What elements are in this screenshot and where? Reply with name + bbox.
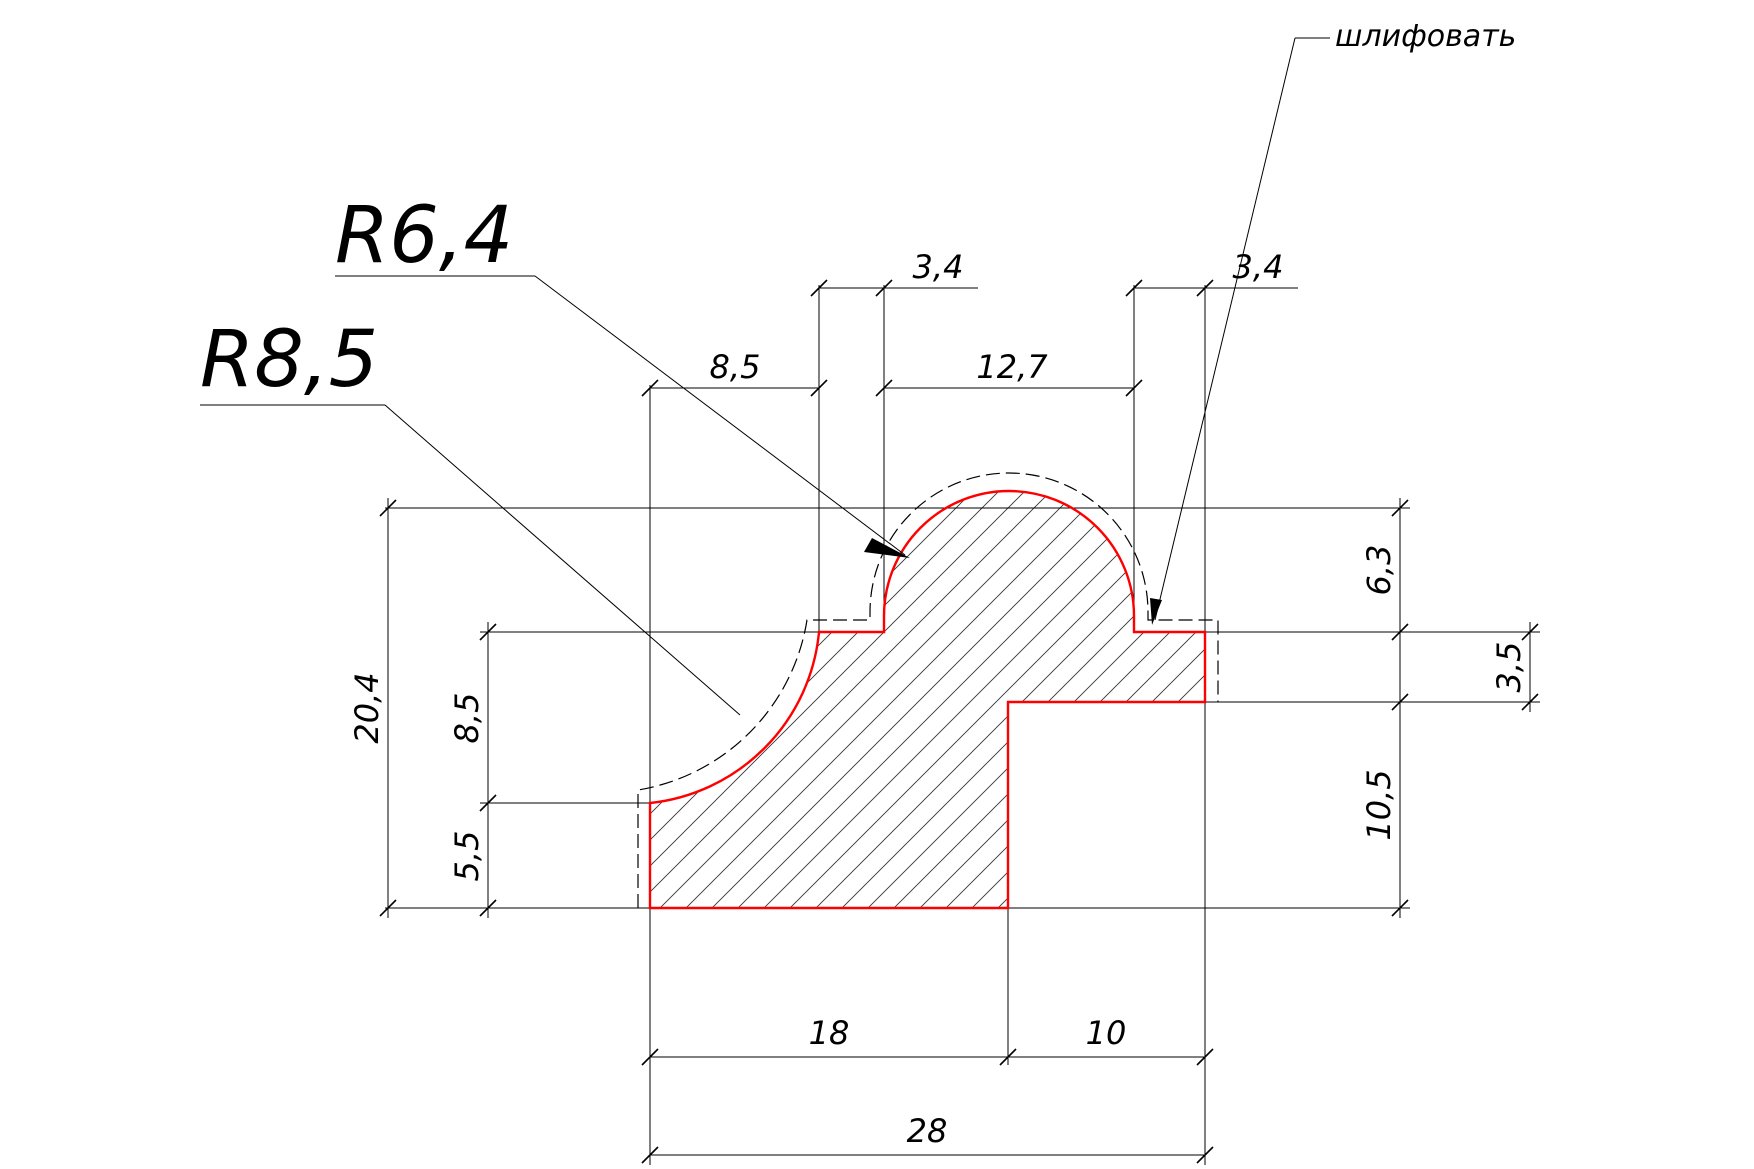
hatch-line: [650, 491, 1205, 908]
extension-lines: [385, 285, 1540, 1165]
hatch-line: [723, 491, 1205, 908]
dim-label-12-7: 12,7: [976, 348, 1048, 386]
dim-label-10: 10: [1086, 1014, 1127, 1052]
dim-tick: [875, 379, 893, 397]
hatch-line: [650, 491, 1143, 908]
hatch-line: [983, 491, 1205, 908]
dim-label-6-3: 6,3: [1360, 545, 1398, 596]
hatch-line: [801, 491, 1205, 908]
leader-note: [1154, 37, 1296, 621]
hatch-line: [650, 491, 1117, 908]
stock-outline-dashed: [637, 472, 1219, 908]
dim-label-3-5: 3,5: [1490, 642, 1528, 693]
hatch-line: [650, 491, 935, 908]
dim-tick: [875, 279, 893, 297]
dim-tick: [810, 379, 828, 397]
dim-tick: [1391, 623, 1409, 641]
dim-tick: [810, 279, 828, 297]
hatch-line: [650, 491, 1195, 908]
hatch-line: [775, 491, 1205, 908]
hatch-line: [1191, 491, 1205, 908]
hatch-line: [1087, 491, 1205, 908]
hatch-line: [827, 491, 1205, 908]
dim-tick: [1391, 693, 1409, 711]
dim-tick: [1196, 279, 1214, 297]
hatch-line: [1374, 400, 1754, 1000]
hatch-line: [671, 491, 1205, 908]
hatch-line: [749, 491, 1205, 908]
hatch-line: [1035, 491, 1205, 908]
hatch-line: [650, 491, 701, 908]
dim-tick: [379, 899, 397, 917]
hatch-line: [650, 491, 831, 908]
hatch-line: [650, 491, 1013, 908]
radius-label-r8-5: R8,5: [200, 315, 378, 405]
dim-label-8-5-vertical: 8,5: [448, 693, 486, 744]
hatch-line: [650, 491, 857, 908]
hatch-line: [1139, 491, 1205, 908]
dim-tick: [1521, 693, 1539, 711]
dim-label-20-4: 20,4: [348, 672, 386, 743]
leader-arrow-note: [1150, 598, 1162, 625]
dim-tick: [1196, 1146, 1214, 1164]
hatch-line: [957, 491, 1205, 908]
leader-r8-5: [384, 404, 741, 716]
hatch-line: [931, 491, 1205, 908]
hatch-line: [1009, 491, 1205, 908]
hatch-line: [697, 491, 1205, 908]
hatch-line: [1270, 400, 1754, 1000]
dim-label-8-5-horizontal: 8,5: [710, 348, 761, 386]
hatch-line: [905, 491, 1205, 908]
dim-tick: [1125, 279, 1143, 297]
hatch-line: [1061, 491, 1205, 908]
dim-label-3-4-left: 3,4: [913, 248, 964, 286]
labels: R6,4 R8,5 шлифовать 3,4 3,4 8,5 12,7 20,…: [200, 19, 1528, 1150]
hatch-line: [1165, 491, 1205, 908]
dimension-lines: [379, 279, 1539, 1164]
profile-outline: [648, 489, 1207, 910]
dim-tick: [641, 1048, 659, 1066]
leaders: [200, 37, 1330, 716]
dim-label-5-5: 5,5: [448, 831, 486, 882]
hatch-line: [650, 491, 1205, 908]
hatch-line: [650, 491, 805, 908]
hatch-line: [650, 491, 1169, 908]
hatch-line: [650, 491, 1039, 908]
dim-tick: [641, 1146, 659, 1164]
dim-tick: [479, 794, 497, 812]
hatch-line: [1400, 400, 1754, 1000]
dim-tick: [641, 379, 659, 397]
hatch-line: [879, 491, 1205, 908]
dim-label-10-5: 10,5: [1360, 769, 1398, 840]
dim-label-18: 18: [809, 1014, 850, 1052]
dim-tick: [1391, 499, 1409, 517]
dim-tick: [999, 1048, 1017, 1066]
leader-r6-4: [534, 275, 906, 556]
hatch-line: [650, 491, 727, 908]
hatch-line: [1218, 400, 1754, 1000]
leader-arrow-r6-4: [864, 538, 910, 558]
dim-tick: [1125, 379, 1143, 397]
dim-tick: [479, 623, 497, 641]
hatch-line: [1322, 400, 1754, 1000]
dim-tick: [1521, 623, 1539, 641]
dim-tick: [479, 899, 497, 917]
dim-tick: [1391, 899, 1409, 917]
hatch-line: [853, 491, 1205, 908]
radius-label-r6-4: R6,4: [335, 191, 513, 281]
dim-label-3-4-right: 3,4: [1233, 248, 1284, 286]
dim-label-28: 28: [907, 1112, 948, 1150]
hatch-line: [1296, 400, 1754, 1000]
hatch-line: [1244, 400, 1754, 1000]
note-grind: шлифовать: [1335, 19, 1516, 54]
hatch-line: [650, 491, 1065, 908]
hatch-line: [1348, 400, 1754, 1000]
dim-tick: [379, 499, 397, 517]
hatch-line: [650, 491, 1091, 908]
dim-tick: [1196, 1048, 1214, 1066]
